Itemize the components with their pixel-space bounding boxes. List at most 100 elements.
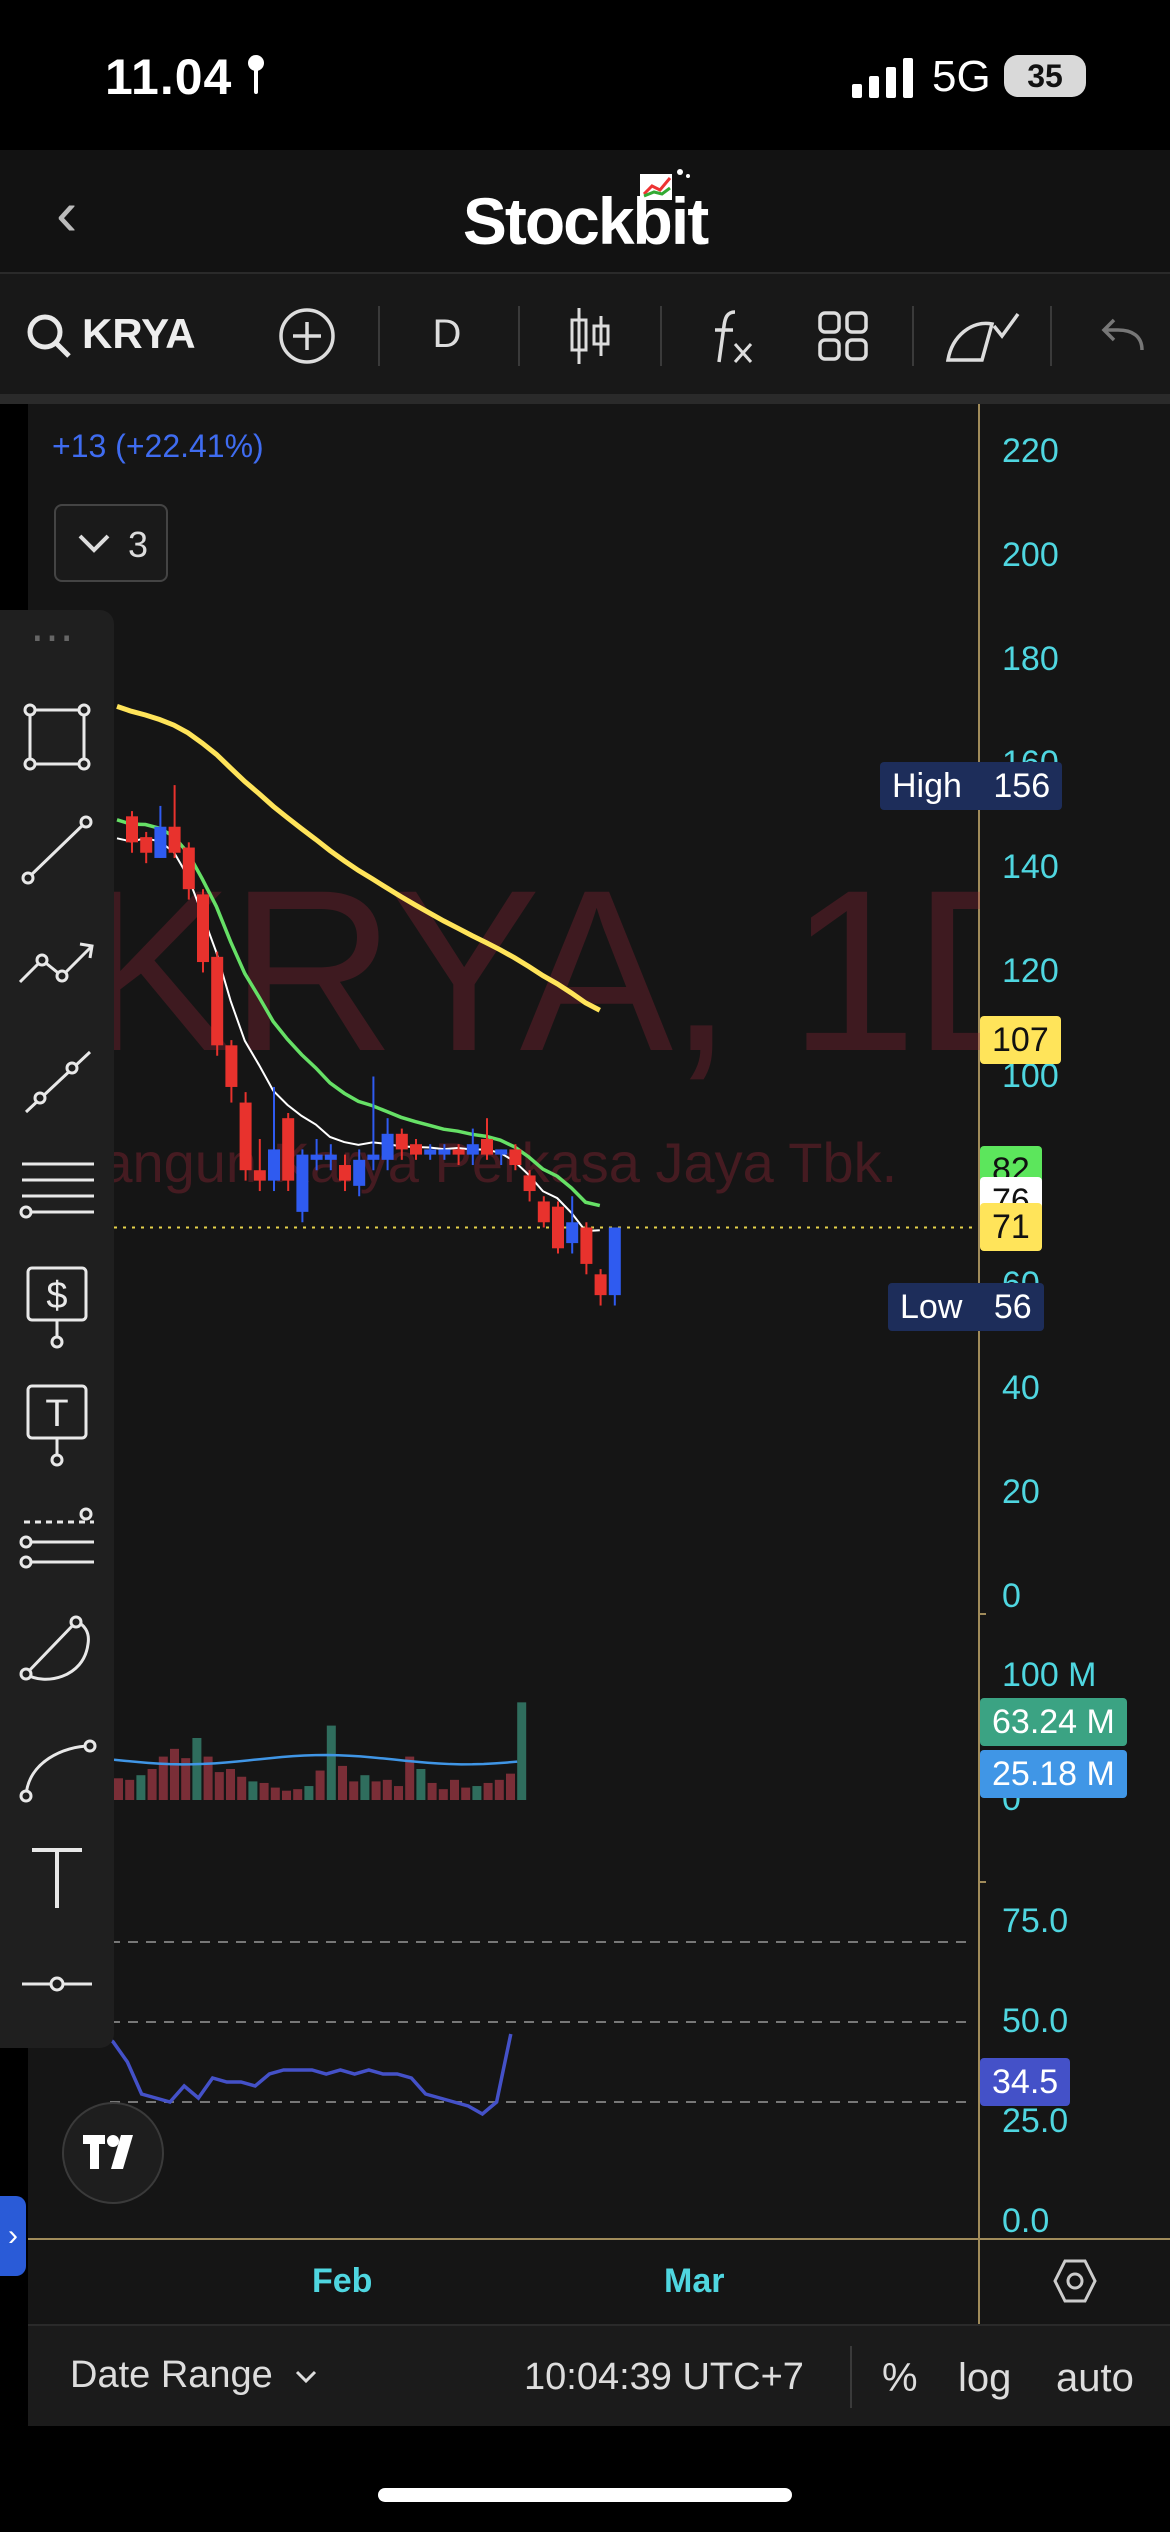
chart-footer [28, 2324, 1170, 2426]
volume-bar [181, 1758, 191, 1800]
price-label-tool-icon[interactable]: $ [14, 1262, 100, 1349]
path-tool-icon[interactable] [14, 926, 100, 1006]
volume-bar [461, 1787, 471, 1800]
price-badge: 107 [980, 1016, 1061, 1065]
pitchfork-tool-icon[interactable] [14, 1502, 100, 1582]
volume-bar [136, 1775, 146, 1800]
volume-bar [382, 1779, 392, 1800]
rsi-value-badge: 34.5 [980, 2058, 1071, 2106]
candle [608, 1227, 621, 1306]
volume-bar [506, 1773, 515, 1800]
indicators-fx-icon[interactable] [694, 274, 766, 394]
volume-bar [394, 1786, 403, 1800]
log-scale-button[interactable]: log [958, 2356, 1012, 2400]
volume-bar [438, 1789, 448, 1800]
undo-icon[interactable] [1090, 274, 1154, 394]
compare-add-button[interactable] [274, 274, 340, 394]
drag-handle[interactable]: ⋯ [30, 613, 74, 662]
candle [126, 811, 138, 853]
volume-bar [371, 1781, 381, 1800]
percent-scale-button[interactable]: % [882, 2356, 918, 2400]
rsi-tick: 25.0 [1002, 2102, 1069, 2140]
volume-bar [483, 1782, 493, 1800]
price-badge: 71 [980, 1203, 1042, 1252]
volume-bar [360, 1775, 370, 1800]
volume-bar [158, 1756, 168, 1800]
volume-ma-line [113, 1753, 518, 1766]
volume-bar [427, 1782, 437, 1800]
sidebar-expand-tab[interactable]: › [0, 2196, 26, 2276]
text-note-tool-icon[interactable]: T [14, 1380, 100, 1467]
candle [197, 889, 209, 973]
candle [523, 1170, 536, 1202]
date-range-label: Date Range [70, 2354, 273, 2396]
network-type: 5G [932, 52, 991, 101]
candle [182, 842, 195, 900]
symbol-search-button[interactable]: KRYA [82, 310, 196, 357]
candle [296, 1149, 309, 1223]
low-value: 56 [993, 1288, 1032, 1326]
horizontal-line-tool-icon[interactable] [14, 1954, 100, 2034]
auto-scale-button[interactable]: auto [1056, 2356, 1134, 2400]
home-indicator[interactable] [378, 2488, 792, 2502]
rectangle-tool-icon[interactable] [14, 700, 100, 780]
volume-bar [405, 1756, 415, 1800]
volume-bar [315, 1770, 325, 1800]
candle [395, 1128, 408, 1160]
back-button[interactable]: ‹ [56, 177, 78, 249]
candlestick-type-icon[interactable] [556, 274, 624, 394]
drawing-tools-icon[interactable] [940, 274, 1024, 394]
candle [211, 951, 224, 1056]
volume-bar [226, 1769, 235, 1800]
footer-separator [850, 2346, 852, 2408]
rsi-tick: 50.0 [1002, 2002, 1069, 2040]
low-label: Low [900, 1288, 963, 1326]
volume-bar [192, 1738, 202, 1800]
volume-bar [125, 1779, 135, 1800]
candle [438, 1144, 451, 1160]
search-icon[interactable] [24, 274, 74, 394]
candle [225, 1040, 238, 1103]
clock-timezone[interactable]: 10:04:39 UTC+7 [524, 2356, 804, 2398]
candle [580, 1222, 593, 1275]
chevron-down-icon [296, 2370, 317, 2384]
high-label: High [892, 767, 962, 805]
candle [424, 1144, 437, 1160]
interval-button[interactable]: D [432, 312, 462, 356]
candle [367, 1076, 380, 1171]
volume-bar [114, 1778, 123, 1800]
candle [253, 1139, 266, 1192]
price-tick: 180 [1002, 640, 1059, 679]
candle [310, 1139, 323, 1171]
price-change-label: +13 (+22.41%) [52, 428, 264, 464]
rsi-tick: 0.0 [1002, 2202, 1050, 2240]
layout-grid-icon[interactable] [810, 274, 876, 394]
indicator-count: 3 [128, 524, 149, 565]
text-tool-icon[interactable] [14, 1838, 100, 1918]
candle [353, 1149, 366, 1197]
tradingview-logo[interactable] [62, 2102, 164, 2204]
candle [410, 1139, 422, 1160]
status-bar [0, 0, 1170, 150]
volume-bar [214, 1772, 224, 1800]
chart-settings-icon[interactable] [1052, 2258, 1098, 2309]
price-tick: 120 [1002, 952, 1059, 991]
candle [339, 1154, 351, 1192]
volume-bar [517, 1702, 527, 1800]
candle [282, 1112, 295, 1192]
candle [452, 1144, 465, 1166]
arc-tool-icon[interactable] [14, 1614, 100, 1694]
volume-bar [270, 1787, 280, 1800]
trend-line-tool-icon[interactable] [14, 812, 100, 892]
curve-tool-icon[interactable] [14, 1732, 100, 1812]
volume-bar [338, 1765, 347, 1800]
fib-retracement-tool-icon[interactable] [14, 1152, 100, 1232]
app-header [0, 150, 1170, 274]
volume-bar [293, 1789, 303, 1800]
ma-yellow-line [116, 704, 601, 1013]
ray-tool-icon[interactable] [14, 1042, 100, 1122]
volume-bar [147, 1769, 157, 1800]
volume-badge: 63.24 M [980, 1698, 1127, 1746]
date-range-button[interactable]: Date Range [70, 2354, 319, 2397]
indicator-collapse-button[interactable]: 3 [54, 504, 168, 582]
